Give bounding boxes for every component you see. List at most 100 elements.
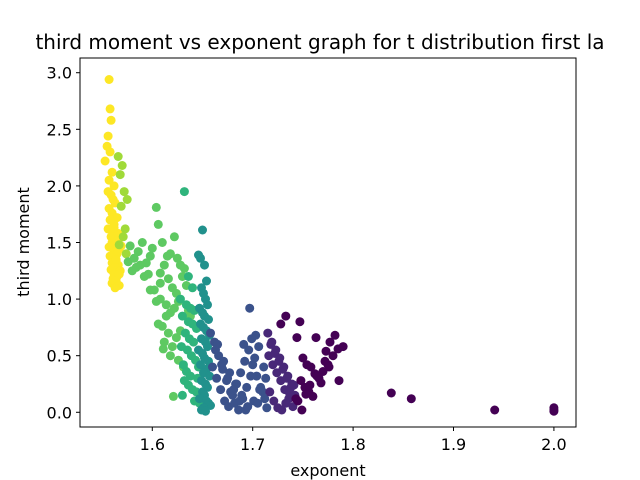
scatter-point <box>111 255 121 264</box>
scatter-point <box>306 362 316 372</box>
scatter-point <box>105 147 115 157</box>
scatter-point <box>120 224 130 234</box>
scatter-point <box>155 278 165 288</box>
x-tick-label: 2.0 <box>541 435 566 454</box>
y-tick-label: 1.0 <box>47 290 72 309</box>
scatter-point <box>110 283 120 293</box>
y-tick-label: 3.0 <box>47 64 72 83</box>
scatter-point <box>172 253 182 263</box>
scatter-point <box>292 333 302 343</box>
scatter-point <box>245 303 255 313</box>
scatter-point <box>202 276 211 286</box>
scatter-point <box>253 398 263 408</box>
scatter-point <box>198 225 207 235</box>
scatter-point <box>168 391 178 401</box>
scatter-point <box>217 360 227 370</box>
scatter-point <box>188 283 197 293</box>
scatter-point <box>267 337 277 347</box>
y-tick-label: 2.0 <box>47 177 72 196</box>
scatter-points <box>100 75 559 416</box>
scatter-point <box>283 371 293 381</box>
y-axis-ticks: 0.0 0.5 1.0 1.5 2.0 2.5 3.0 <box>47 64 80 422</box>
scatter-point <box>246 371 256 381</box>
scatter-point <box>242 382 252 392</box>
scatter-point <box>201 406 210 416</box>
scatter-point <box>204 315 213 324</box>
scatter-point <box>133 247 143 257</box>
scatter-point <box>158 344 168 354</box>
scatter-point <box>281 398 291 408</box>
scatter-point <box>177 390 187 400</box>
scatter-point <box>109 181 119 191</box>
scatter-point <box>177 311 187 321</box>
scatter-point <box>301 389 311 399</box>
scatter-point <box>157 238 167 247</box>
scatter-point <box>277 405 287 415</box>
scatter-point <box>145 285 155 295</box>
scatter-point <box>281 311 291 321</box>
scatter-point <box>165 351 175 361</box>
scatter-point <box>205 371 214 381</box>
scatter-point <box>325 337 335 347</box>
scatter-point <box>279 362 289 372</box>
scatter-point <box>308 391 318 401</box>
scatter-point <box>212 373 222 383</box>
scatter-point <box>549 405 559 415</box>
scatter-point <box>169 303 179 313</box>
scatter-point <box>145 251 155 261</box>
scatter-point <box>312 371 322 381</box>
scatter-point <box>260 394 270 404</box>
scatter-point <box>161 300 171 310</box>
scatter-point <box>235 396 245 406</box>
scatter-point <box>147 243 157 253</box>
scatter-point <box>386 388 396 398</box>
scatter-point <box>153 219 163 229</box>
scatter-point <box>229 385 239 395</box>
scatter-point <box>297 405 307 415</box>
scatter-point <box>305 380 315 390</box>
x-axis-title: exponent <box>290 461 365 480</box>
x-tick-label: 1.9 <box>441 435 466 454</box>
scatter-point <box>179 187 189 197</box>
scatter-point <box>159 337 169 347</box>
y-tick-label: 1.5 <box>47 234 72 253</box>
scatter-point <box>321 346 331 356</box>
scatter-point <box>338 342 348 352</box>
scatter-point <box>328 351 338 361</box>
scatter-point <box>271 345 281 355</box>
scatter-point <box>175 294 185 304</box>
scatter-point <box>125 241 135 251</box>
scatter-point <box>104 75 114 84</box>
scatter-point <box>490 405 500 415</box>
scatter-point <box>171 333 181 343</box>
scatter-point <box>178 360 188 370</box>
scatter-point <box>239 339 249 349</box>
scatter-point <box>196 253 205 263</box>
scatter-point <box>195 394 204 404</box>
scatter-point <box>234 405 244 415</box>
scatter-point <box>167 342 177 352</box>
scatter-point <box>131 262 141 272</box>
x-tick-label: 1.7 <box>240 435 265 454</box>
scatter-point <box>157 321 167 331</box>
scatter-point <box>240 356 250 366</box>
y-tick-label: 0.0 <box>47 403 72 422</box>
scatter-point <box>112 213 122 223</box>
scatter-point <box>206 328 215 338</box>
scatter-point <box>117 161 127 170</box>
scatter-point <box>161 311 171 321</box>
scatter-point <box>122 195 132 204</box>
scatter-point <box>316 378 326 388</box>
chart-title: third moment vs exponent graph for t dis… <box>35 30 604 54</box>
scatter-point <box>261 373 271 383</box>
scatter-point <box>259 362 269 372</box>
scatter-point <box>251 330 261 340</box>
scatter-point <box>223 373 233 383</box>
scatter-point <box>105 104 115 114</box>
scatter-point <box>162 251 172 261</box>
scatter-point <box>236 368 246 378</box>
scatter-point <box>406 394 416 404</box>
scatter-point <box>123 257 133 267</box>
